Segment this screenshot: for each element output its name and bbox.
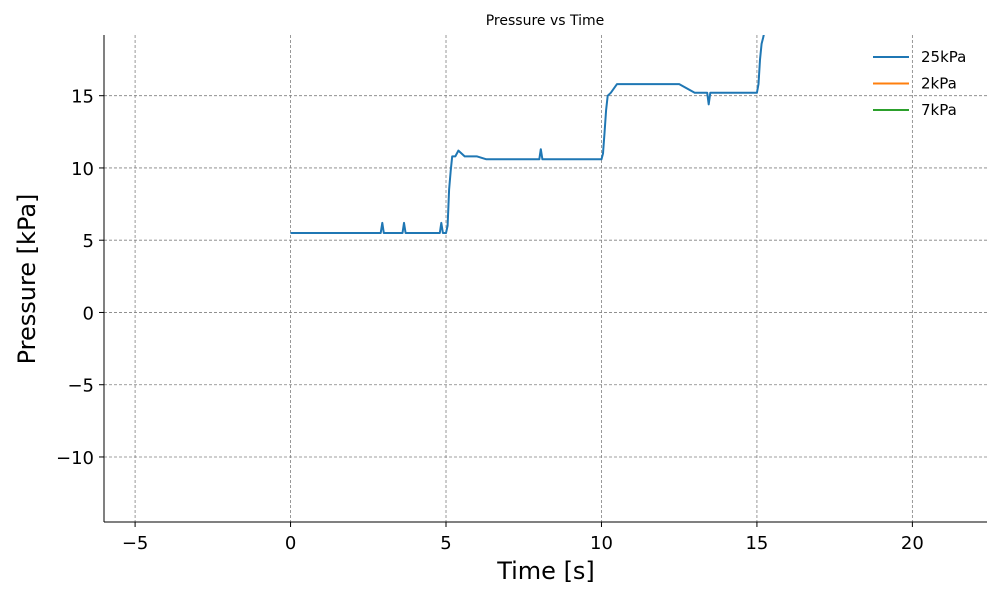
x-tick-label: 5 <box>440 533 451 554</box>
y-tick-label: 5 <box>83 231 94 252</box>
legend-label: 7kPa <box>921 101 957 119</box>
y-tick-label: −5 <box>67 376 94 397</box>
grid <box>104 35 987 522</box>
x-tick-label: 0 <box>285 533 296 554</box>
chart-title: Pressure vs Time <box>486 13 605 29</box>
legend-label: 25kPa <box>921 48 966 66</box>
y-axis-title: Pressure [kPa] <box>13 194 41 365</box>
axes <box>103 35 987 523</box>
x-tick-label: 20 <box>901 533 924 554</box>
y-tick-label: 10 <box>71 159 94 180</box>
x-tick-label: −5 <box>122 533 149 554</box>
x-axis-title: Time [s] <box>496 557 595 585</box>
series-line-25kPa <box>290 35 765 234</box>
x-tick-label: 10 <box>590 533 613 554</box>
legend-label: 2kPa <box>921 75 957 93</box>
y-tick-label: −10 <box>56 448 94 469</box>
ticks: −5 0 5 10 15 20 −10 −5 0 5 10 15 <box>56 87 924 554</box>
x-tick-label: 15 <box>745 533 768 554</box>
y-tick-label: 0 <box>83 303 94 324</box>
legend: 25kPa 2kPa 7kPa <box>873 48 966 119</box>
y-tick-label: 15 <box>71 87 94 108</box>
series-layer <box>290 35 765 234</box>
